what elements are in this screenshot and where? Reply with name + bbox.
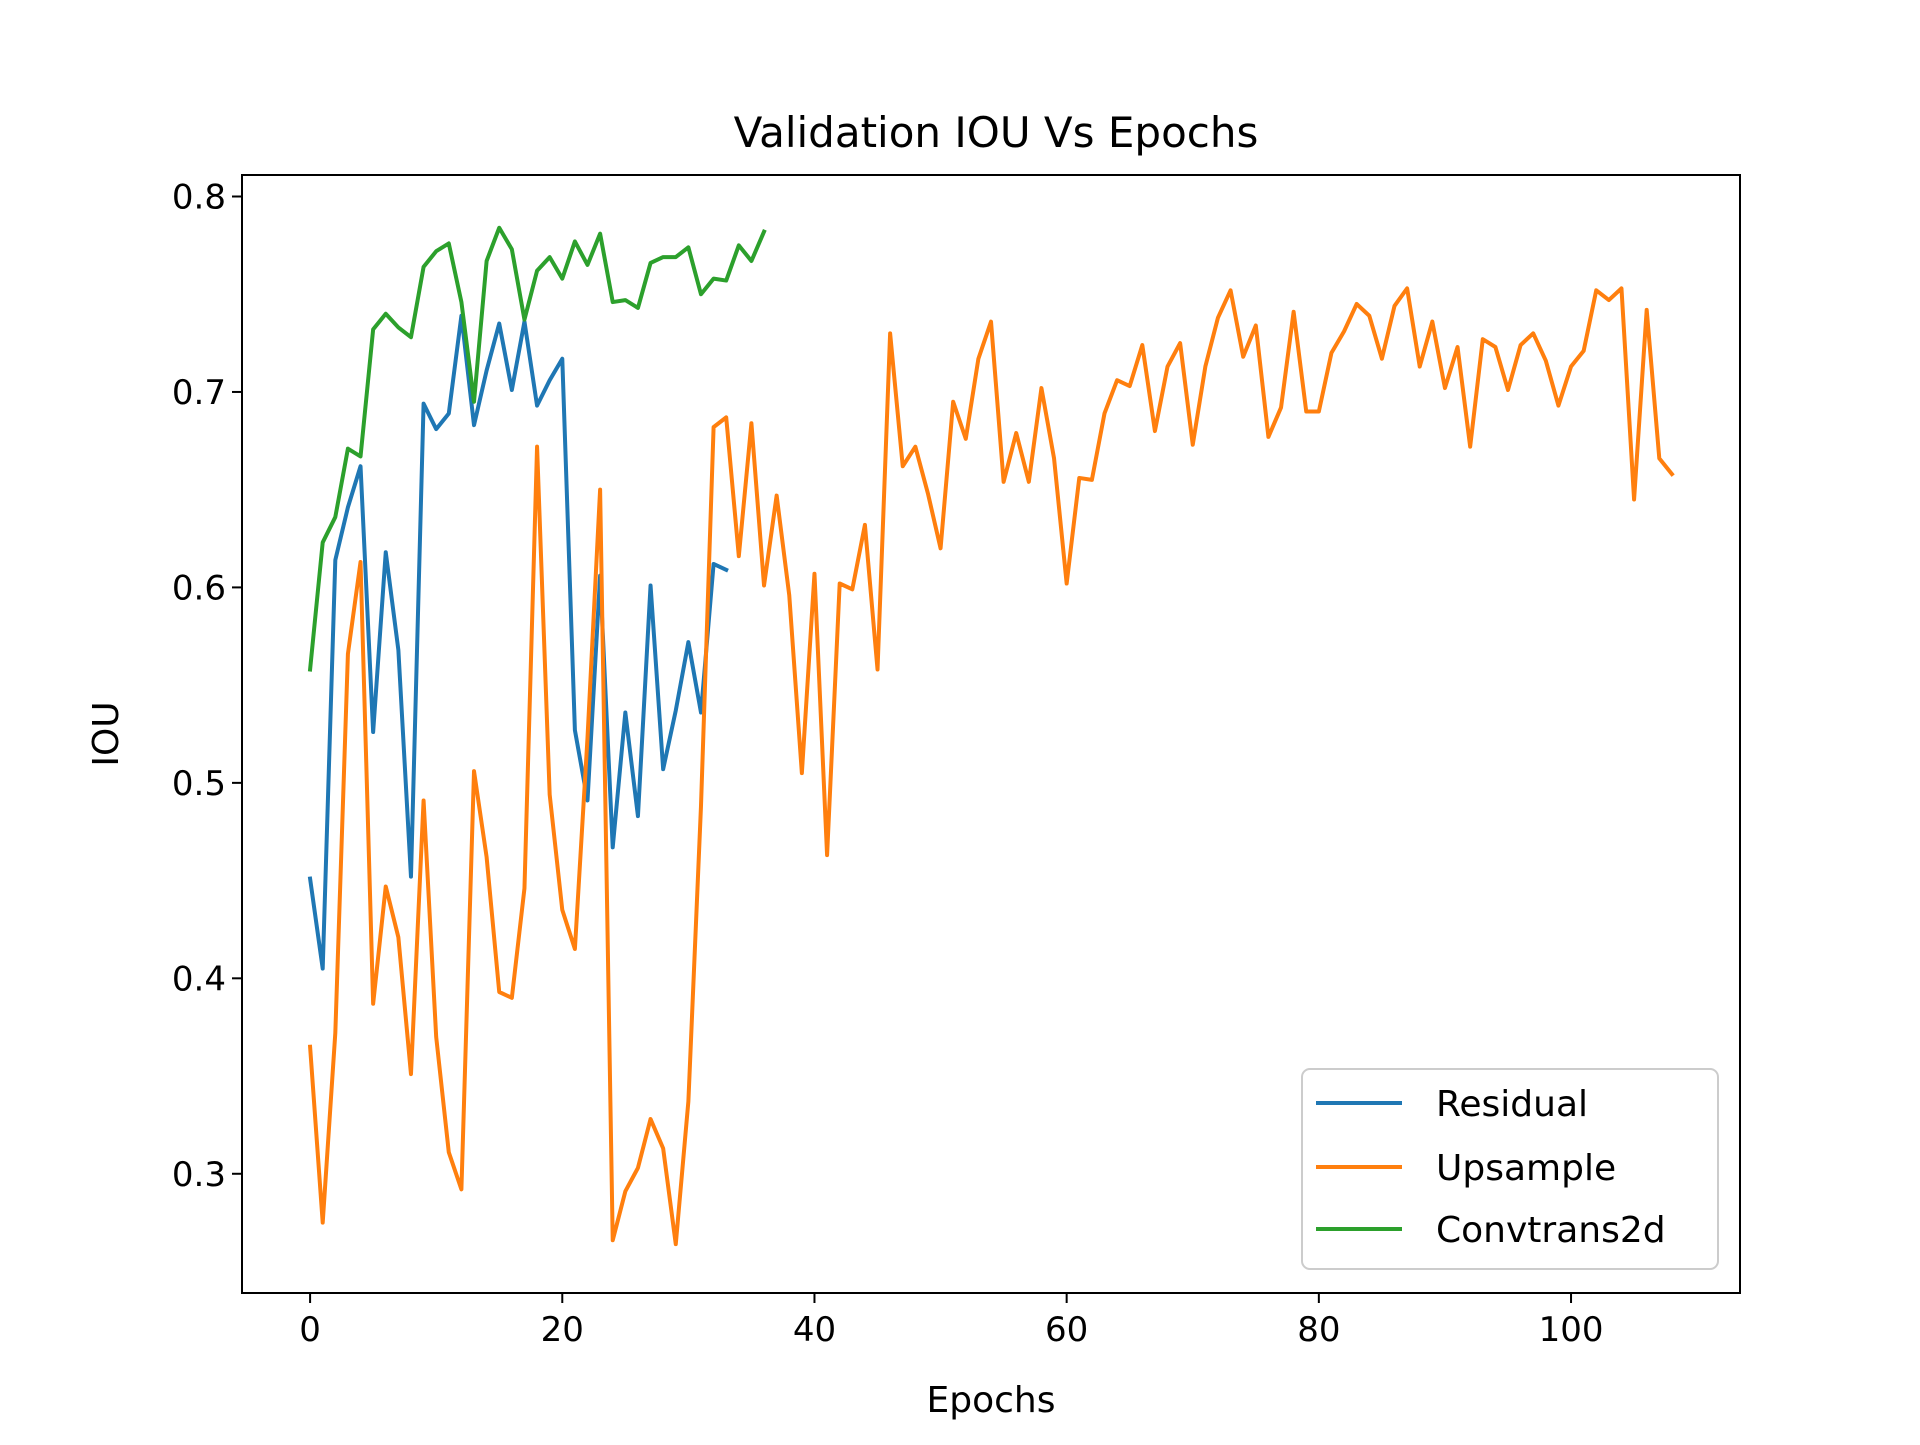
- x-axis: 0 20 40 60 80 100: [299, 1293, 1603, 1350]
- y-tick-label: 0.5: [172, 764, 226, 804]
- x-tick-label: 40: [793, 1310, 836, 1350]
- chart-title: Validation IOU Vs Epochs: [734, 108, 1259, 157]
- legend-label-convtrans2d: Convtrans2d: [1436, 1210, 1666, 1251]
- x-tick-label: 100: [1539, 1310, 1604, 1350]
- y-tick-label: 0.7: [172, 373, 226, 413]
- plot-area: [241, 174, 1741, 1294]
- series-line-upsample: [307, 286, 1675, 1247]
- y-tick-label: 0.4: [172, 959, 226, 999]
- x-tick-label: 60: [1045, 1310, 1088, 1350]
- y-tick-label: 0.8: [172, 178, 226, 218]
- legend-label-residual: Residual: [1436, 1084, 1588, 1125]
- plot-frame: [241, 174, 1741, 1294]
- x-tick-label: 80: [1297, 1310, 1340, 1350]
- series-line-residual: [307, 313, 729, 971]
- series-line-convtrans2d: [307, 225, 767, 672]
- legend-label-upsample: Upsample: [1436, 1148, 1616, 1189]
- legend: Residual Upsample Convtrans2d: [1301, 1068, 1719, 1270]
- x-tick-label: 20: [541, 1310, 584, 1350]
- legend-box: [1301, 1068, 1719, 1270]
- y-tick-label: 0.3: [172, 1155, 226, 1195]
- y-axis-label: IOU: [86, 701, 127, 766]
- y-tick-label: 0.6: [172, 568, 226, 608]
- y-axis: 0.3 0.4 0.5 0.6 0.7 0.8: [172, 178, 242, 1195]
- x-axis-label: Epochs: [927, 1380, 1056, 1421]
- x-tick-label: 0: [299, 1310, 321, 1350]
- series-layer: [307, 225, 1675, 1247]
